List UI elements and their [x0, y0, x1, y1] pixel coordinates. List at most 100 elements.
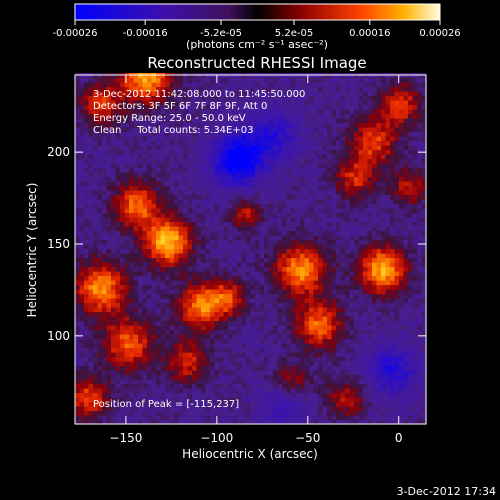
heatmap-cell: [237, 347, 243, 353]
heatmap-cell: [115, 86, 121, 92]
heatmap-cell: [219, 221, 225, 227]
heatmap-cell: [223, 167, 229, 173]
heatmap-cell: [255, 95, 261, 101]
heatmap-cell: [75, 289, 81, 295]
heatmap-cell: [255, 392, 261, 398]
heatmap-cell: [268, 388, 274, 394]
heatmap-cell: [246, 127, 252, 133]
heatmap-cell: [129, 266, 135, 272]
heatmap-cell: [147, 154, 153, 160]
heatmap-cell: [138, 73, 144, 79]
heatmap-cell: [75, 86, 81, 92]
heatmap-cell: [115, 329, 121, 335]
heatmap-cell: [268, 158, 274, 164]
heatmap-cell: [111, 77, 117, 83]
heatmap-cell: [115, 347, 121, 353]
heatmap-cell: [192, 86, 198, 92]
heatmap-cell: [273, 388, 279, 394]
heatmap-cell: [124, 109, 130, 115]
heatmap-cell: [214, 122, 220, 128]
heatmap-cell: [214, 203, 220, 209]
heatmap-cell: [264, 397, 270, 403]
heatmap-cell: [178, 410, 184, 416]
heatmap-cell: [111, 239, 117, 245]
heatmap-cell: [214, 91, 220, 97]
heatmap-cell: [106, 149, 112, 155]
heatmap-cell: [264, 82, 270, 88]
heatmap-cell: [273, 307, 279, 313]
heatmap-cell: [241, 230, 247, 236]
heatmap-cell: [120, 271, 126, 277]
heatmap-cell: [205, 212, 211, 218]
heatmap-cell: [93, 122, 99, 128]
heatmap-cell: [318, 415, 324, 421]
heatmap-cell: [304, 419, 310, 425]
heatmap-cell: [219, 356, 225, 362]
heatmap-cell: [331, 149, 337, 155]
heatmap-cell: [255, 185, 261, 191]
heatmap-cell: [124, 131, 130, 137]
heatmap-cell: [268, 262, 274, 268]
heatmap-cell: [264, 352, 270, 358]
heatmap-cell: [313, 176, 319, 182]
heatmap-cell: [210, 167, 216, 173]
heatmap-cell: [354, 104, 360, 110]
heatmap-cell: [192, 154, 198, 160]
heatmap-cell: [309, 347, 315, 353]
heatmap-cell: [358, 226, 364, 232]
heatmap-cell: [165, 419, 171, 425]
heatmap-cell: [120, 284, 126, 290]
heatmap-cell: [178, 113, 184, 119]
heatmap-cell: [304, 226, 310, 232]
heatmap-cell: [192, 320, 198, 326]
heatmap-cell: [115, 356, 121, 362]
heatmap-cell: [246, 86, 252, 92]
heatmap-cell: [304, 217, 310, 223]
heatmap-cell: [349, 347, 355, 353]
heatmap-cell: [336, 158, 342, 164]
heatmap-cell: [286, 127, 292, 133]
heatmap-cell: [97, 275, 103, 281]
heatmap-cell: [79, 73, 85, 79]
heatmap-cell: [192, 311, 198, 317]
heatmap-cell: [300, 176, 306, 182]
heatmap-cell: [196, 316, 202, 322]
heatmap-cell: [336, 343, 342, 349]
heatmap-cell: [237, 275, 243, 281]
heatmap-cell: [169, 257, 175, 263]
heatmap-cell: [102, 235, 108, 241]
heatmap-cell: [106, 172, 112, 178]
heatmap-cell: [84, 316, 90, 322]
heatmap-cell: [88, 293, 94, 299]
heatmap-cell: [259, 253, 265, 259]
heatmap-cell: [241, 320, 247, 326]
heatmap-cell: [358, 343, 364, 349]
heatmap-cell: [259, 329, 265, 335]
heatmap-cell: [79, 374, 85, 380]
heatmap-cell: [79, 365, 85, 371]
heatmap-cell: [250, 311, 256, 317]
heatmap-cell: [205, 145, 211, 151]
heatmap-cell: [336, 100, 342, 106]
heatmap-cell: [214, 154, 220, 160]
heatmap-cell: [187, 406, 193, 412]
heatmap-cell: [349, 239, 355, 245]
heatmap-cell: [205, 316, 211, 322]
heatmap-cell: [264, 194, 270, 200]
heatmap-cell: [300, 280, 306, 286]
heatmap-cell: [327, 370, 333, 376]
heatmap-cell: [232, 91, 238, 97]
heatmap-cell: [124, 140, 130, 146]
heatmap-cell: [304, 136, 310, 142]
heatmap-cell: [115, 284, 121, 290]
heatmap-cell: [322, 239, 328, 245]
heatmap-cell: [178, 145, 184, 151]
heatmap-cell: [268, 82, 274, 88]
heatmap-cell: [313, 325, 319, 331]
heatmap-cell: [228, 185, 234, 191]
heatmap-cell: [120, 118, 126, 124]
heatmap-cell: [192, 383, 198, 389]
heatmap-cell: [79, 289, 85, 295]
heatmap-cell: [264, 163, 270, 169]
heatmap-cell: [250, 131, 256, 137]
